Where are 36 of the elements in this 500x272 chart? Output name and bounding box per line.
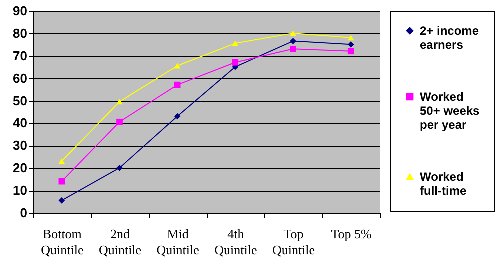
point [348,35,354,41]
y-tick-label: 60 [13,70,28,86]
point [174,113,181,120]
point [232,59,239,66]
point [116,118,123,126]
point [232,40,239,46]
x-tick-label: Mid Quintile [156,226,200,258]
legend-label: Worked 50+ weeks per year [420,90,480,132]
y-tick-label: 70 [13,48,28,64]
x-tick-label: 4th Quintile [214,226,258,258]
y-tick-label: 40 [13,116,28,131]
legend-label: 2+ income earners [420,24,480,52]
point [174,82,181,88]
legend-label: Worked full-time [420,170,467,198]
point [290,30,296,36]
point [290,46,296,52]
point [58,158,66,164]
y-tick-label: 10 [13,183,28,198]
y-tick-label: 20 [13,160,28,176]
y-tick-label: 0 [20,206,28,220]
point [58,178,66,185]
point [116,99,123,105]
x-tick-label: 2nd Quintile [98,226,142,258]
point [290,38,296,44]
x-tick-label: Bottom Quintile [41,226,84,258]
y-tick-label: 50 [13,93,28,108]
point [58,197,66,204]
point [116,164,123,172]
x-tick-label: Top Quintile [272,226,316,258]
point [348,42,354,48]
y-tick-label: 90 [13,4,28,18]
x-tick-label: Top 5% [331,226,372,242]
y-tick-label: 80 [13,26,28,41]
y-tick-label: 30 [13,138,28,154]
point [174,63,181,69]
point [348,48,354,55]
